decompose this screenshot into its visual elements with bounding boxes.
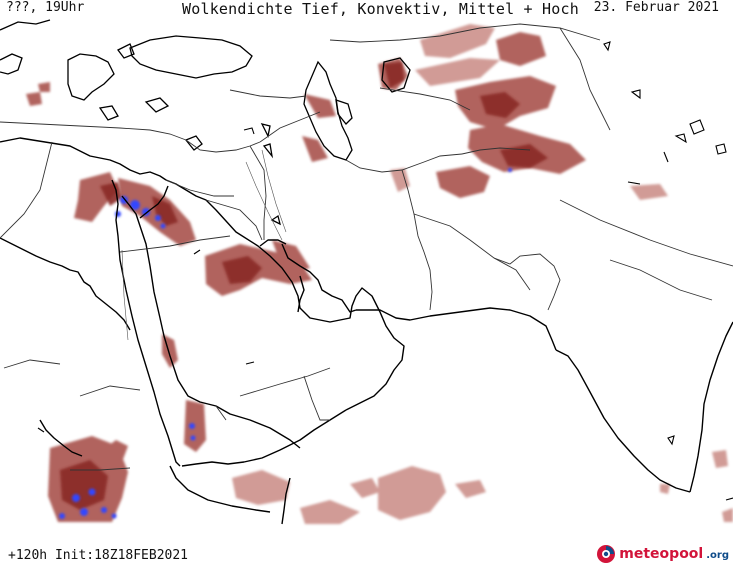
cloud-layer-dark bbox=[60, 62, 548, 510]
rivers bbox=[121, 149, 287, 341]
logo-domain: .org bbox=[706, 550, 729, 561]
eastern-outlines bbox=[37, 41, 733, 501]
forecast-date: 23. Februar 2021 bbox=[593, 0, 719, 15]
cloud-density-map bbox=[0, 19, 733, 525]
convective-cells bbox=[59, 168, 512, 519]
run-time-label: ???, 19Uhr bbox=[6, 0, 85, 15]
country-borders bbox=[0, 23, 733, 471]
cloud-layer-light bbox=[232, 24, 733, 524]
map-title: Wolkendichte Tief, Konvektiv, Mittel + H… bbox=[182, 0, 579, 18]
logo-wordmark: meteopool bbox=[619, 546, 704, 562]
inland-waters bbox=[184, 57, 411, 226]
forecast-init-label: +120h Init:18Z18FEB2021 bbox=[8, 548, 189, 563]
meteopool-logo[interactable]: meteopool .org bbox=[596, 544, 729, 564]
coastlines bbox=[0, 137, 733, 525]
northern-coasts bbox=[0, 19, 253, 121]
meteopool-logo-icon bbox=[597, 545, 616, 563]
